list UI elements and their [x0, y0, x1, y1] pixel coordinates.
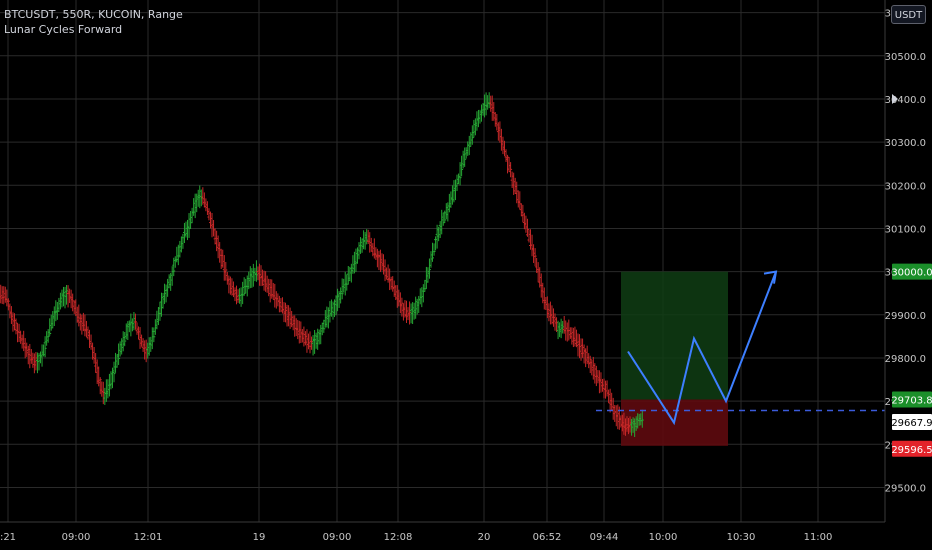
ohlc-bar: [525, 218, 529, 237]
ohlc-bar: [509, 162, 513, 178]
price-label-box: [892, 391, 932, 408]
x-tick-label: 11:00: [804, 532, 833, 543]
price-labels: 30000.0 29703.8 29667.9 29596.5: [891, 93, 932, 457]
projection-path: [627, 271, 777, 426]
indicator-title[interactable]: Lunar Cycles Forward: [4, 23, 123, 36]
ohlc-bar: [322, 319, 326, 333]
y-tick-label: 30500.0: [885, 52, 926, 63]
y-tick-label: 30400.0: [885, 95, 926, 106]
projection-arrowhead: [763, 270, 778, 284]
y-tick-label: 29800.0: [885, 354, 926, 365]
ohlc-bar: [443, 210, 447, 223]
ohlc-bar: [640, 409, 644, 428]
y-tick-label: 30300.0: [885, 138, 926, 149]
ohlc-bar: [6, 298, 10, 311]
position-zones: [621, 271, 728, 446]
ohlc-bar: [112, 361, 116, 383]
axis-marker-icon: [892, 93, 898, 104]
ohlc-bar: [533, 248, 537, 267]
symbol-title[interactable]: BTCUSDT, 550R, KUCOIN, Range: [4, 8, 183, 21]
price-label-text: 30000.0: [891, 268, 932, 279]
ohlc-bar: [431, 242, 435, 262]
price-label-box: [892, 263, 932, 280]
ohlc-bar: [588, 355, 592, 374]
ohlc-bar: [43, 336, 47, 358]
ohlc-bar: [46, 329, 50, 343]
y-tick-label: 29500.0: [885, 483, 926, 494]
x-tick-label: 09:00: [62, 532, 91, 543]
ohlc-bar: [152, 327, 156, 343]
ohlc-bar: [463, 147, 467, 167]
x-tick-label: 12:08: [384, 532, 413, 543]
x-tick-label: 10:00: [649, 532, 678, 543]
ohlc-bar: [460, 155, 464, 177]
x-tick-label: 09:44: [590, 532, 619, 543]
ohlc-bar: [458, 162, 462, 186]
target-zone: [621, 271, 728, 400]
ohlc-bar: [117, 343, 121, 365]
currency-button[interactable]: USDT: [891, 5, 926, 24]
ohlc-bar: [172, 257, 176, 277]
x-tick-label: 12:01: [134, 532, 163, 543]
price-label: 29703.8: [891, 391, 932, 408]
time-axis[interactable]: :21 09:00 12:01 19 09:00 12:08 20 06:52 09:44 10:…: [0, 521, 885, 543]
y-tick-label: 29900.0: [885, 311, 926, 322]
x-tick-label: 10:30: [727, 532, 756, 543]
x-tick-label: :21: [0, 532, 16, 543]
projection-overlay: [596, 270, 885, 426]
ohlc-bars: [0, 92, 644, 437]
price-label: 29667.9: [891, 413, 932, 430]
ohlc-bar: [133, 313, 137, 330]
ohlc-bar: [98, 377, 102, 395]
y-tick-label: 30100.0: [885, 224, 926, 235]
price-label-box: [892, 413, 932, 430]
price-label-text: 29703.8: [891, 395, 932, 406]
chart-legend: BTCUSDT, 550R, KUCOIN, Range Lunar Cycle…: [4, 7, 183, 37]
ohlc-bar: [224, 261, 228, 281]
chart-grid: [0, 0, 885, 522]
ohlc-bar: [48, 318, 52, 336]
ohlc-bar: [427, 258, 431, 279]
y-tick-label: 30200.0: [885, 181, 926, 192]
ohlc-bar: [400, 297, 404, 317]
price-label-text: 29667.9: [891, 418, 932, 429]
ohlc-bar: [123, 332, 127, 347]
price-label-text: 29596.5: [891, 445, 932, 456]
price-label: 29596.5: [891, 440, 932, 457]
ohlc-bar: [432, 243, 436, 256]
ohlc-bar: [470, 125, 474, 145]
ohlc-bar: [340, 278, 344, 300]
x-tick-label: 06:52: [533, 532, 562, 543]
ohlc-bar: [14, 318, 18, 335]
x-tick-label: 09:00: [323, 532, 352, 543]
price-label: 30000.0: [891, 263, 932, 280]
price-label-box: [892, 440, 932, 457]
x-tick-label: 20: [478, 532, 491, 543]
x-tick-label: 19: [253, 532, 266, 543]
